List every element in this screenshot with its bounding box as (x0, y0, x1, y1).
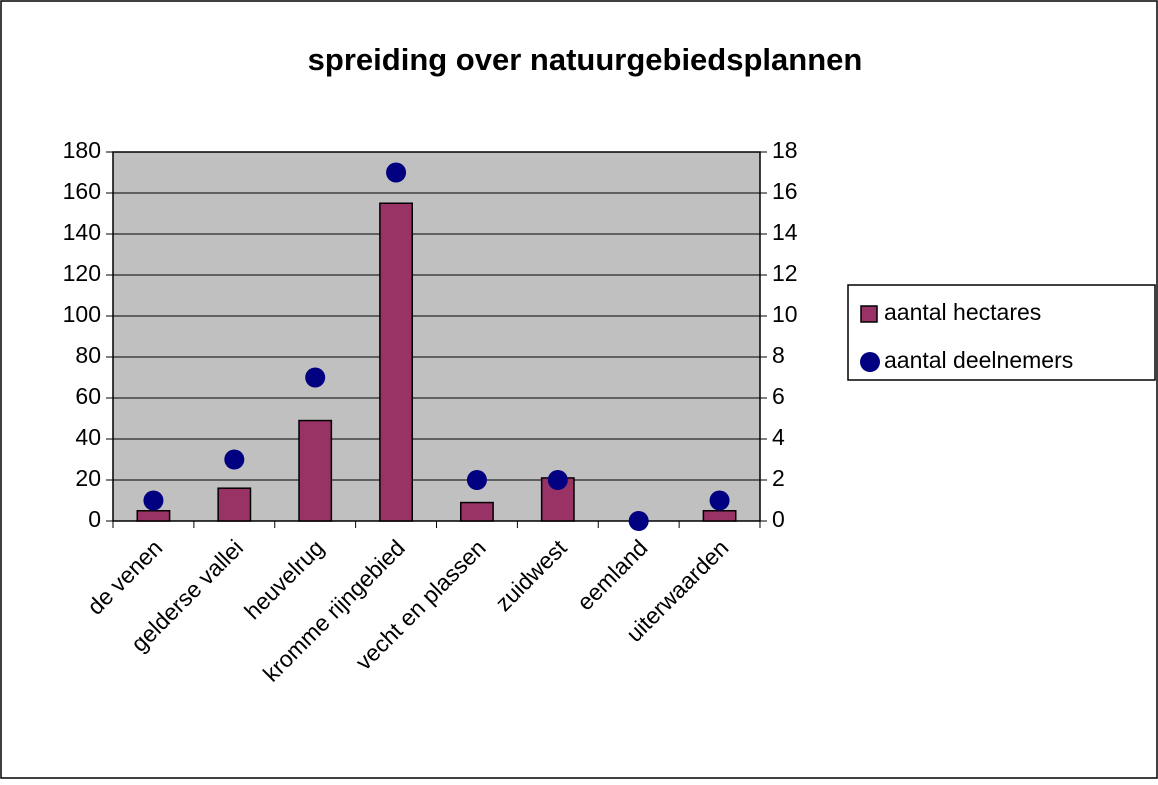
legend-label: aantal hectares (884, 299, 1041, 325)
y2-tick-label: 6 (772, 383, 785, 409)
bar (298, 419, 333, 522)
dot (709, 490, 730, 511)
dot (386, 162, 407, 183)
dot (466, 470, 487, 490)
y-tick-label: 140 (63, 219, 101, 245)
bar (379, 202, 413, 522)
y2-tick-label: 12 (772, 260, 798, 286)
y2-tick-label: 10 (772, 301, 798, 327)
chart-title: spreiding over natuurgebiedsplannen (308, 42, 863, 77)
y-tick-label: 160 (63, 178, 101, 204)
y-tick-label: 120 (63, 260, 101, 286)
dot (224, 449, 245, 470)
bar (702, 510, 737, 522)
y2-tick-label: 18 (772, 137, 798, 163)
bar (136, 510, 171, 522)
bar (217, 487, 252, 522)
dot (143, 490, 164, 511)
y-tick-label: 60 (75, 383, 101, 409)
y2-tick-label: 2 (772, 465, 785, 491)
y2-tick-label: 14 (772, 219, 798, 245)
y2-tick-label: 0 (772, 506, 785, 532)
y-tick-label: 100 (63, 301, 101, 327)
y2-tick-label: 8 (772, 342, 785, 368)
y-tick-label: 80 (75, 342, 101, 368)
legend-box (847, 284, 1156, 381)
dot (628, 511, 649, 531)
bar (460, 501, 494, 522)
y2-tick-label: 16 (772, 178, 798, 204)
y2-tick-label: 4 (772, 424, 785, 450)
y-tick-label: 40 (75, 424, 101, 450)
y-tick-label: 180 (63, 137, 101, 163)
dot (547, 470, 568, 490)
legend-swatch (860, 305, 878, 323)
legend-swatch (860, 352, 880, 372)
dot (305, 367, 326, 388)
legend-label: aantal deelnemers (884, 347, 1073, 373)
plot-area (113, 152, 760, 521)
y-tick-label: 20 (75, 465, 101, 491)
y-tick-label: 0 (88, 506, 101, 532)
